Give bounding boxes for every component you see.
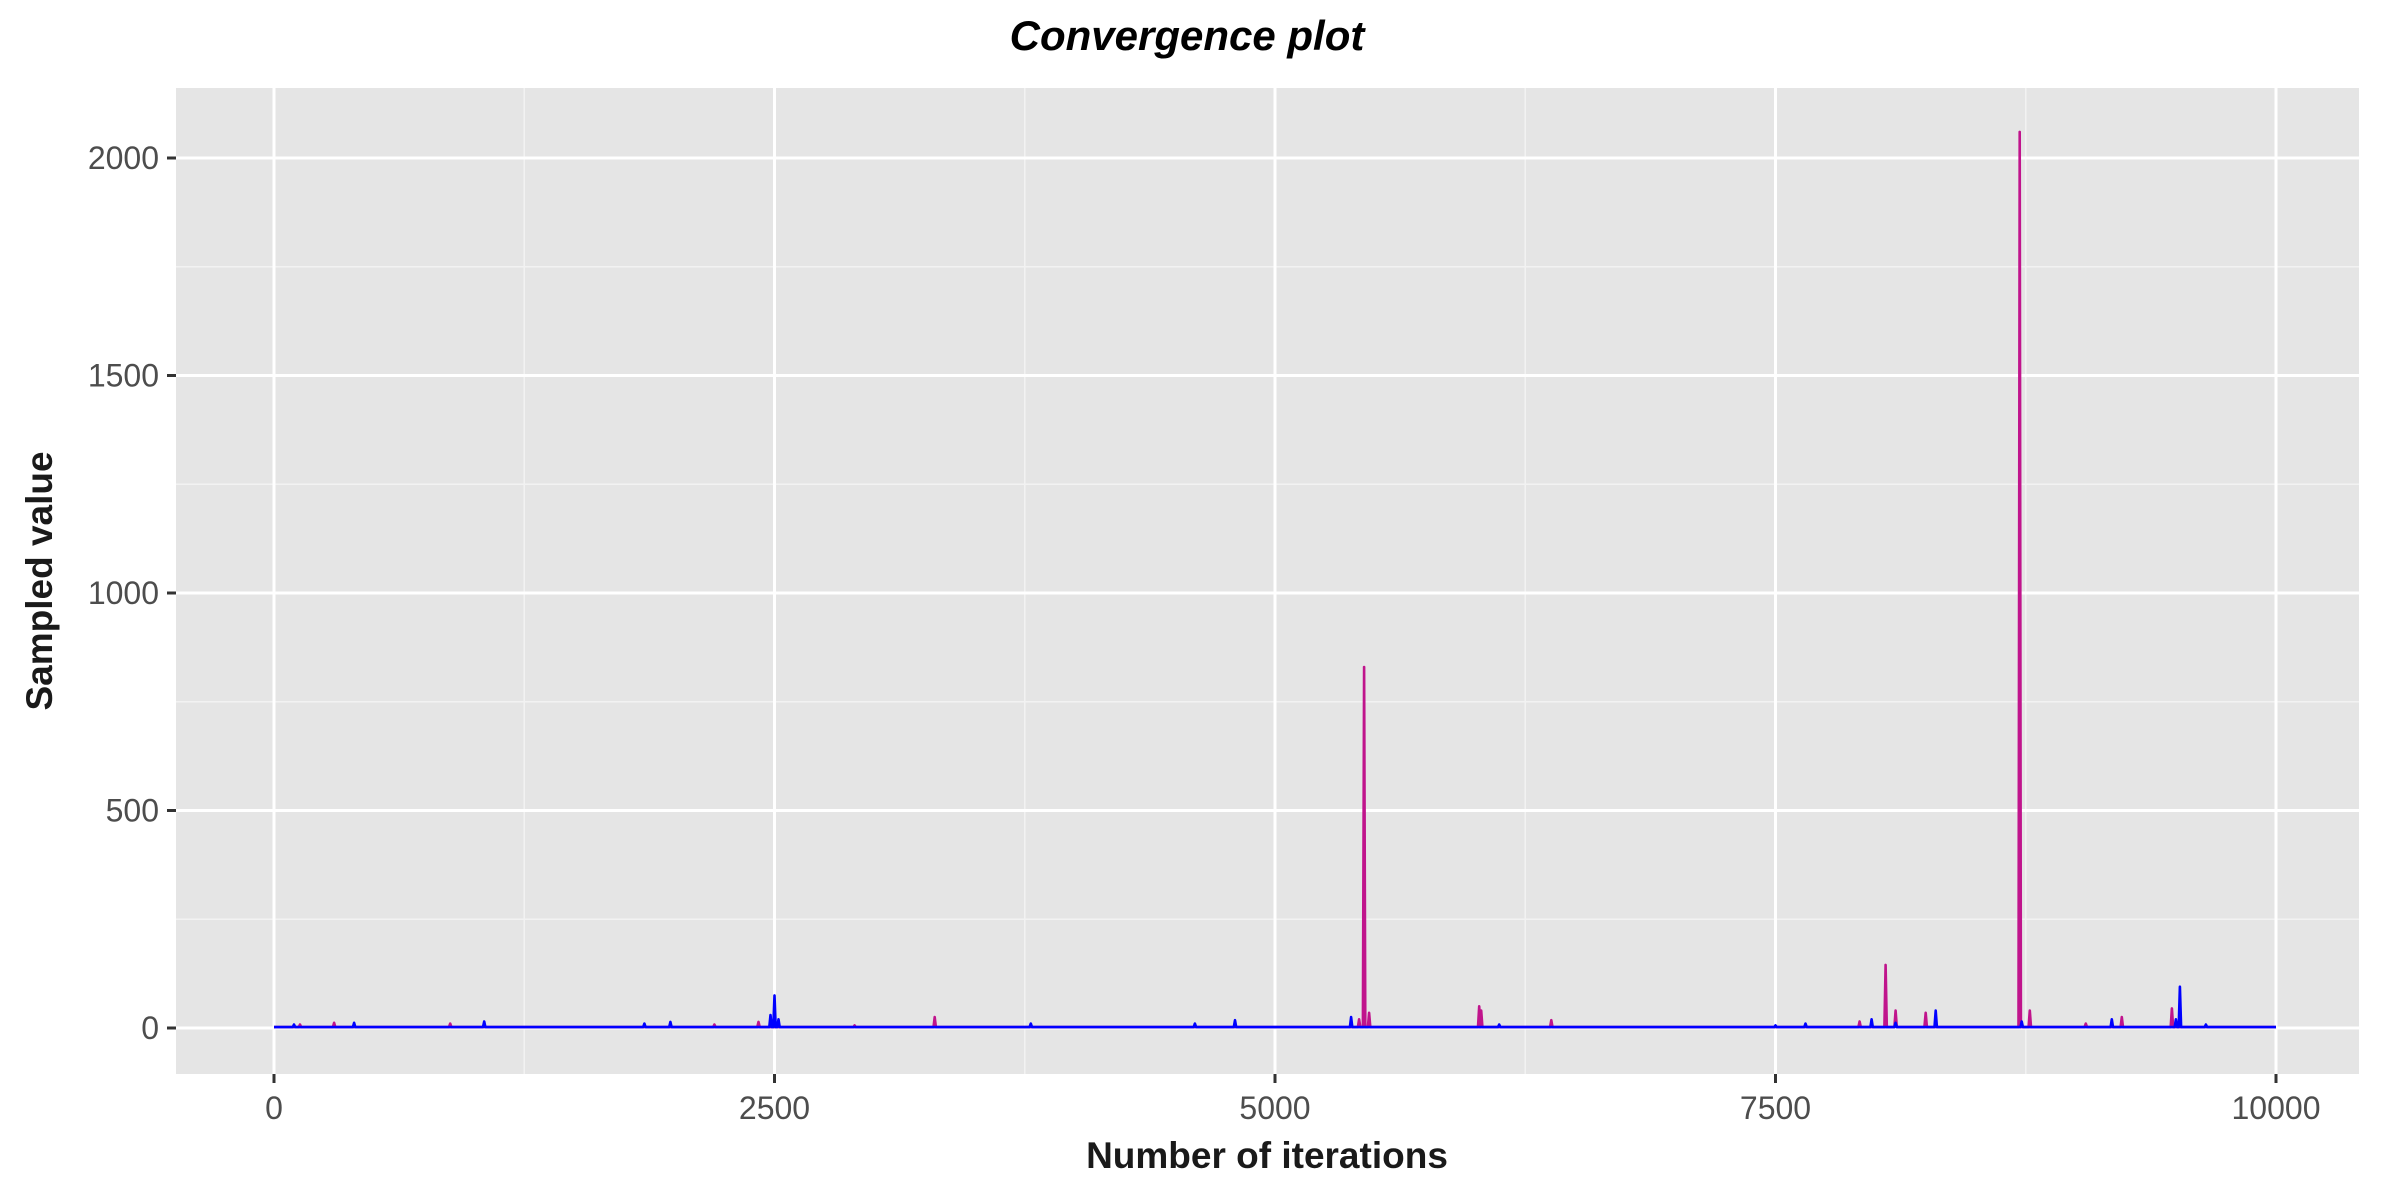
x-tick-label: 2500 bbox=[739, 1090, 810, 1126]
series-line-2 bbox=[274, 985, 2276, 1029]
x-tick-label: 7500 bbox=[1740, 1090, 1811, 1126]
series-layer bbox=[274, 130, 2276, 1029]
y-tick-label: 0 bbox=[141, 1010, 159, 1046]
y-tick-label: 1500 bbox=[88, 358, 159, 394]
x-tick-label: 0 bbox=[265, 1090, 283, 1126]
chart-title: Convergence plot bbox=[1010, 12, 1367, 59]
y-axis-ticks: 0 500 1000 1500 2000 bbox=[88, 140, 176, 1046]
minor-gridlines bbox=[176, 88, 2359, 1074]
plot-panel bbox=[176, 88, 2359, 1074]
y-axis-label: Sampled value bbox=[19, 451, 60, 710]
y-tick-label: 500 bbox=[106, 793, 159, 829]
x-tick-label: 5000 bbox=[1239, 1090, 1310, 1126]
y-tick-label: 1000 bbox=[88, 575, 159, 611]
x-tick-label: 10000 bbox=[2232, 1090, 2321, 1126]
y-tick-label: 2000 bbox=[88, 140, 159, 176]
x-axis-ticks: 0 2500 5000 7500 10000 bbox=[265, 1074, 2320, 1126]
x-axis-label: Number of iterations bbox=[1086, 1135, 1448, 1176]
